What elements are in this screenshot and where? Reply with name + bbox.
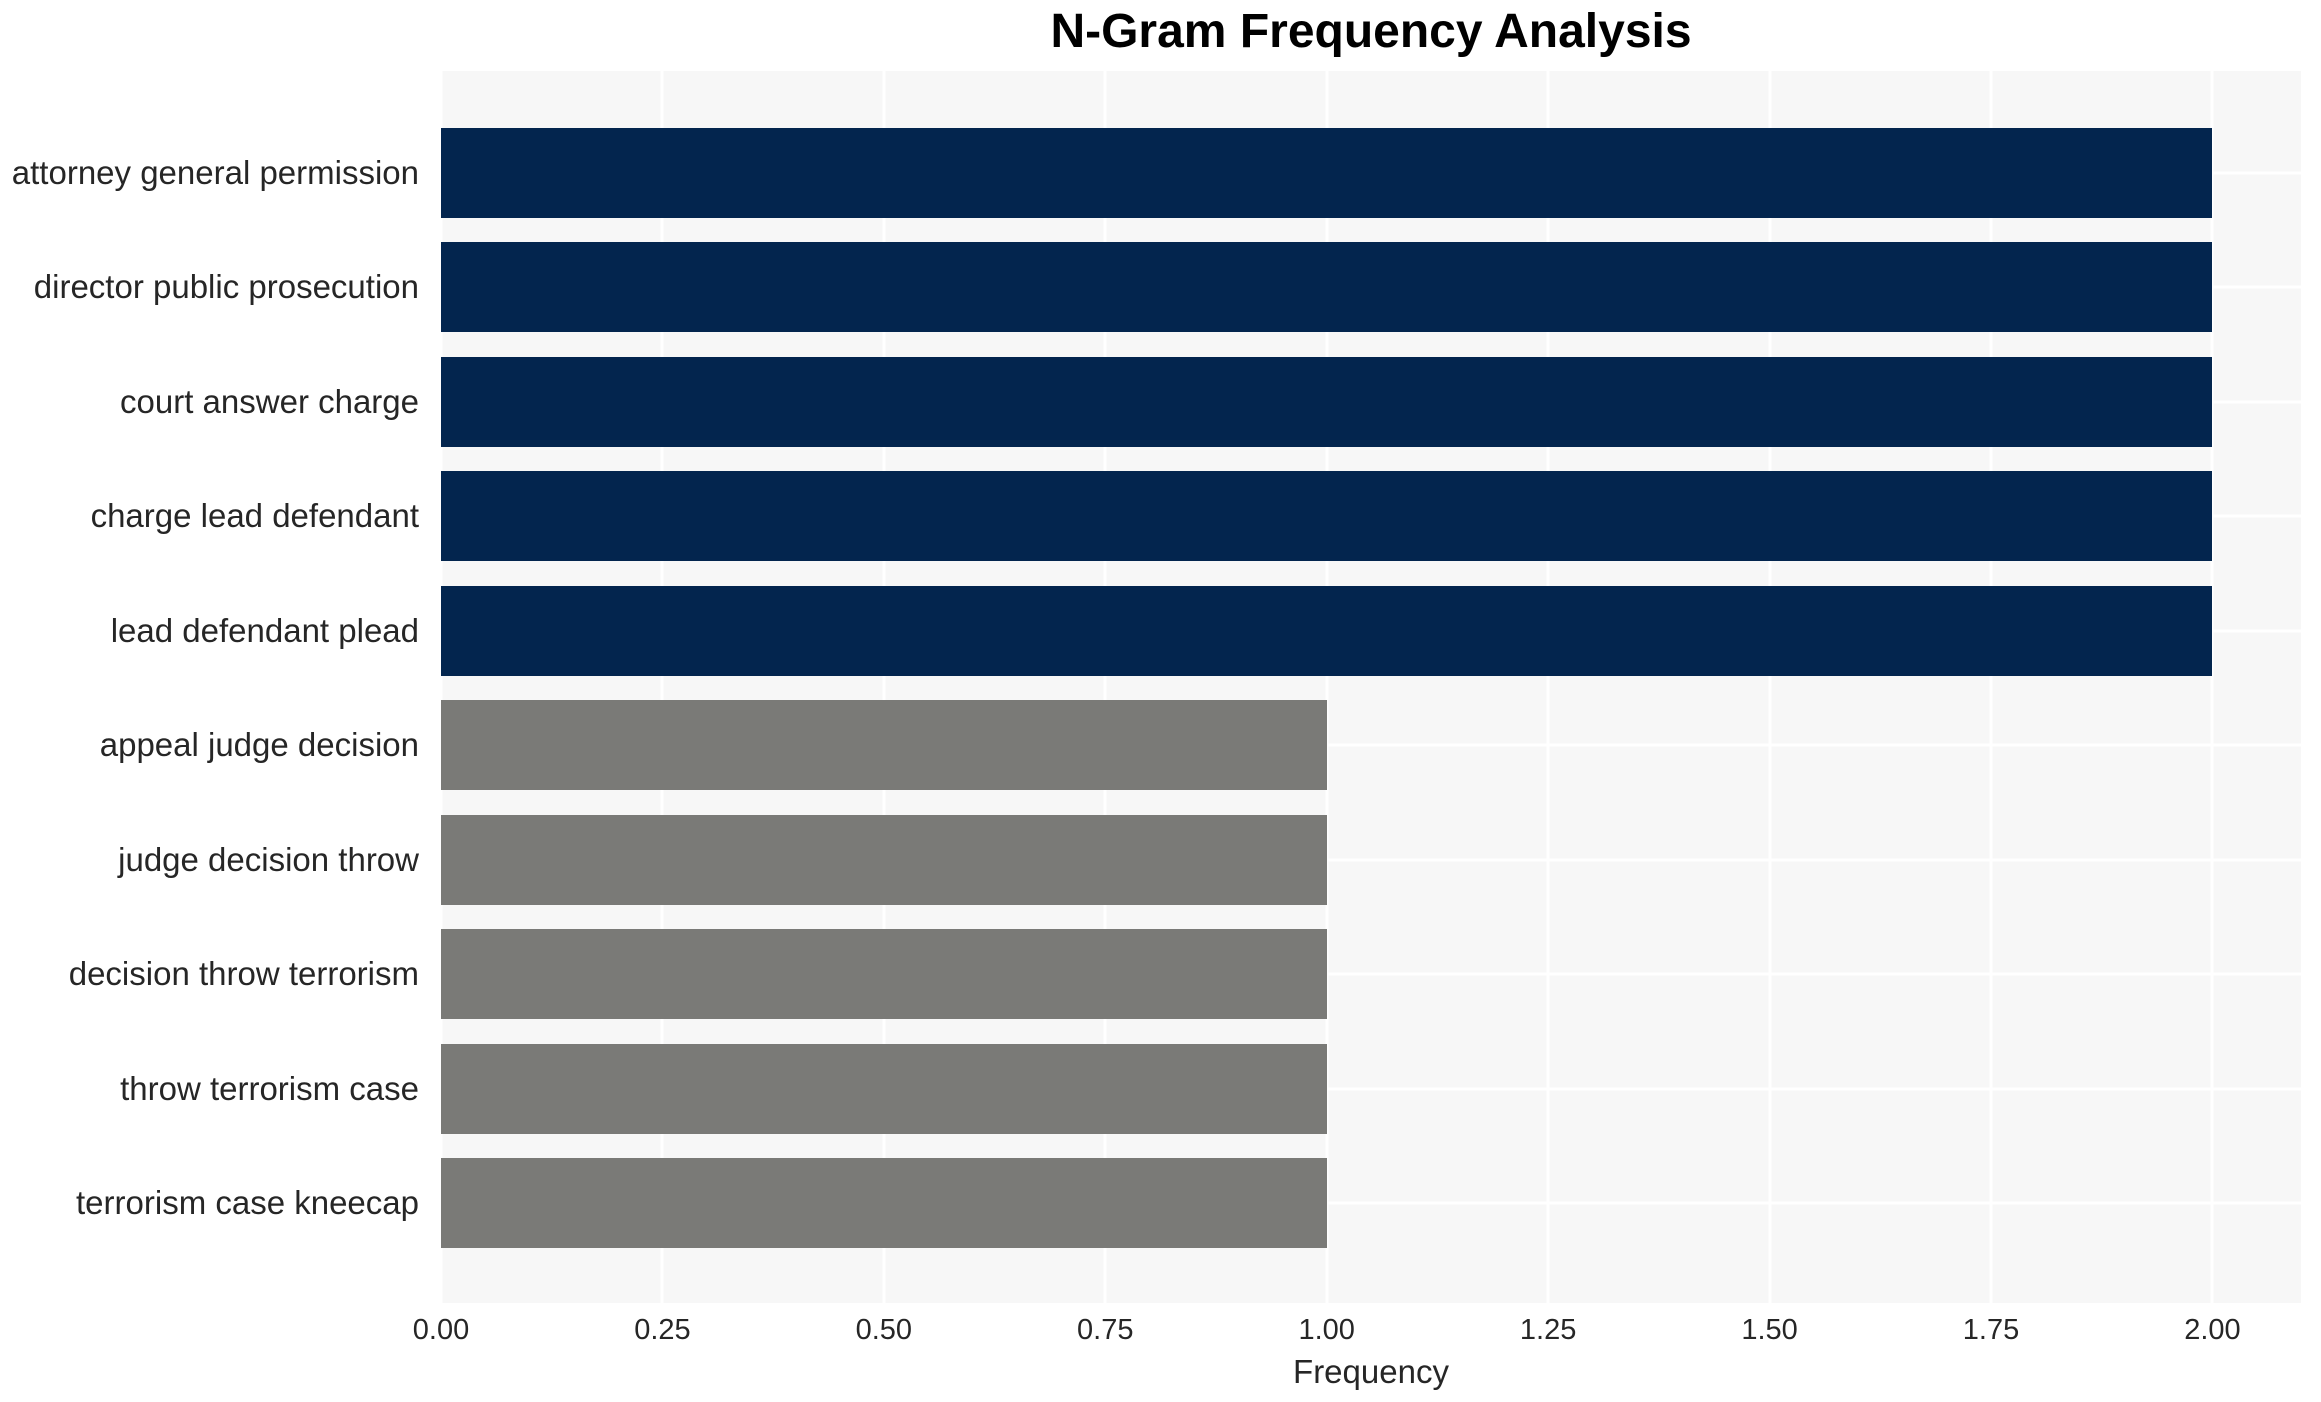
y-tick-label: appeal judge decision [99, 726, 419, 764]
vertical-gridline [1768, 71, 1772, 1303]
vertical-gridline [2210, 71, 2214, 1303]
bar [441, 814, 1327, 905]
y-axis-tick-labels: attorney general permission director publ… [0, 0, 430, 1402]
plot-area [439, 71, 2301, 1303]
vertical-gridline [1325, 71, 1329, 1303]
y-tick-label: judge decision throw [118, 840, 419, 878]
y-tick-label: lead defendant plead [110, 611, 419, 649]
x-tick-label: 1.50 [1741, 1314, 1798, 1346]
y-tick-label: director public prosecution [33, 268, 419, 306]
bar [441, 242, 2213, 333]
vertical-gridline [1546, 71, 1550, 1303]
y-tick-label: terrorism case kneecap [76, 1183, 419, 1221]
vertical-gridline [1989, 71, 1993, 1303]
y-tick-label: decision throw terrorism [68, 955, 419, 993]
y-tick-label: attorney general permission [11, 154, 419, 191]
horizontal-gridline [441, 1087, 2301, 1091]
chart-title: N-Gram Frequency Analysis [1050, 5, 1692, 58]
bar [441, 471, 2213, 562]
vertical-gridline [882, 71, 886, 1303]
vertical-gridline [660, 71, 664, 1303]
vertical-gridline [439, 71, 443, 1303]
bar [441, 700, 1327, 791]
bar [441, 128, 2213, 218]
horizontal-gridline [441, 858, 2301, 862]
x-tick-label: 2.00 [2184, 1314, 2241, 1346]
horizontal-gridline [441, 743, 2301, 747]
bar [441, 1157, 1327, 1248]
bar [441, 929, 1327, 1020]
y-tick-label: court answer charge [120, 382, 419, 420]
y-tick-label: throw terrorism case [120, 1069, 419, 1107]
x-tick-label: 1.25 [1519, 1314, 1577, 1346]
x-tick-label: 1.00 [1298, 1314, 1355, 1346]
y-tick-label: charge lead defendant [90, 497, 419, 535]
bar [441, 1043, 1327, 1134]
x-tick-label: 0.25 [634, 1314, 691, 1346]
x-tick-label: 0.50 [855, 1314, 913, 1346]
vertical-gridline [1103, 71, 1107, 1303]
bar [441, 356, 2213, 447]
bar [441, 585, 2213, 676]
horizontal-gridline [441, 972, 2301, 976]
x-tick-label: 1.75 [1962, 1314, 2020, 1346]
horizontal-gridline [441, 1201, 2301, 1205]
x-tick-label: 0.75 [1077, 1314, 1134, 1346]
x-axis-label: Frequency [1293, 1353, 1449, 1390]
